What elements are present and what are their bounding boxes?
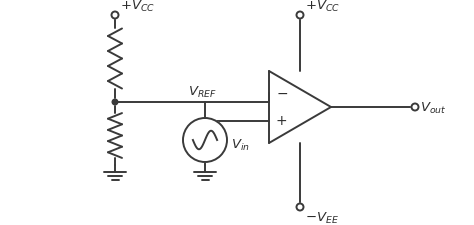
Text: $V_{out}$: $V_{out}$: [420, 100, 447, 115]
Text: $+$: $+$: [275, 114, 287, 128]
Circle shape: [111, 12, 118, 19]
Text: $+V_{CC}$: $+V_{CC}$: [305, 0, 340, 14]
Circle shape: [411, 104, 419, 111]
Text: $-V_{EE}$: $-V_{EE}$: [305, 210, 339, 225]
Circle shape: [297, 204, 303, 211]
Text: $-$: $-$: [276, 85, 288, 99]
Text: $V_{in}$: $V_{in}$: [231, 137, 250, 152]
Circle shape: [112, 100, 118, 105]
Circle shape: [183, 119, 227, 162]
Text: $+V_{CC}$: $+V_{CC}$: [120, 0, 155, 14]
Text: $V_{REF}$: $V_{REF}$: [188, 85, 217, 99]
Circle shape: [297, 12, 303, 19]
